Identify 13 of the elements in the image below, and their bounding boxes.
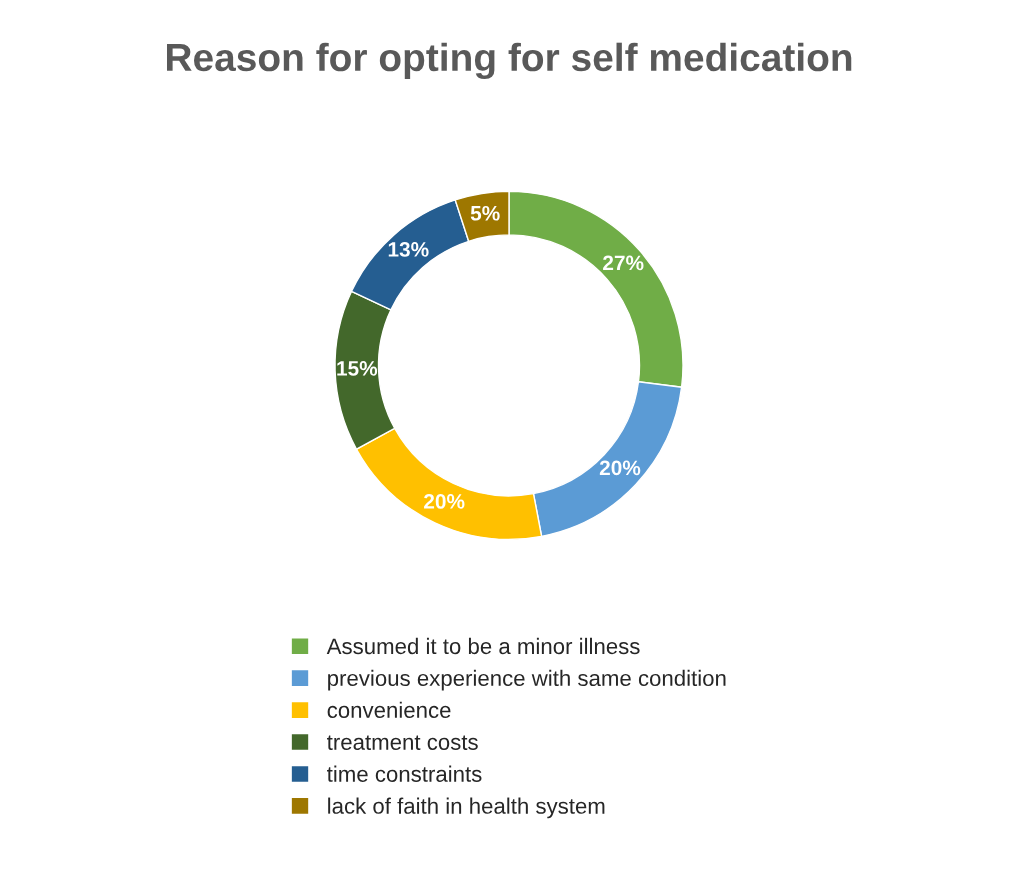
data-label: 13% bbox=[388, 242, 429, 257]
legend-label: lack of faith in health system bbox=[328, 797, 605, 819]
legend-label: treatment costs bbox=[327, 735, 478, 750]
legend-label: time constraints bbox=[327, 765, 482, 782]
legend-label: convenience bbox=[327, 701, 451, 719]
data-label: 20% bbox=[599, 460, 641, 476]
data-label: 5% bbox=[470, 205, 500, 221]
data-label: 27% bbox=[603, 255, 644, 271]
chart-title: Reason for opting for self medication bbox=[167, 42, 852, 80]
legend-label: Assumed it to be a minor illness bbox=[326, 637, 640, 655]
data-label: 15% bbox=[337, 361, 378, 376]
data-label: 20% bbox=[424, 494, 465, 509]
legend-label: previous experience with same condition bbox=[328, 669, 726, 691]
